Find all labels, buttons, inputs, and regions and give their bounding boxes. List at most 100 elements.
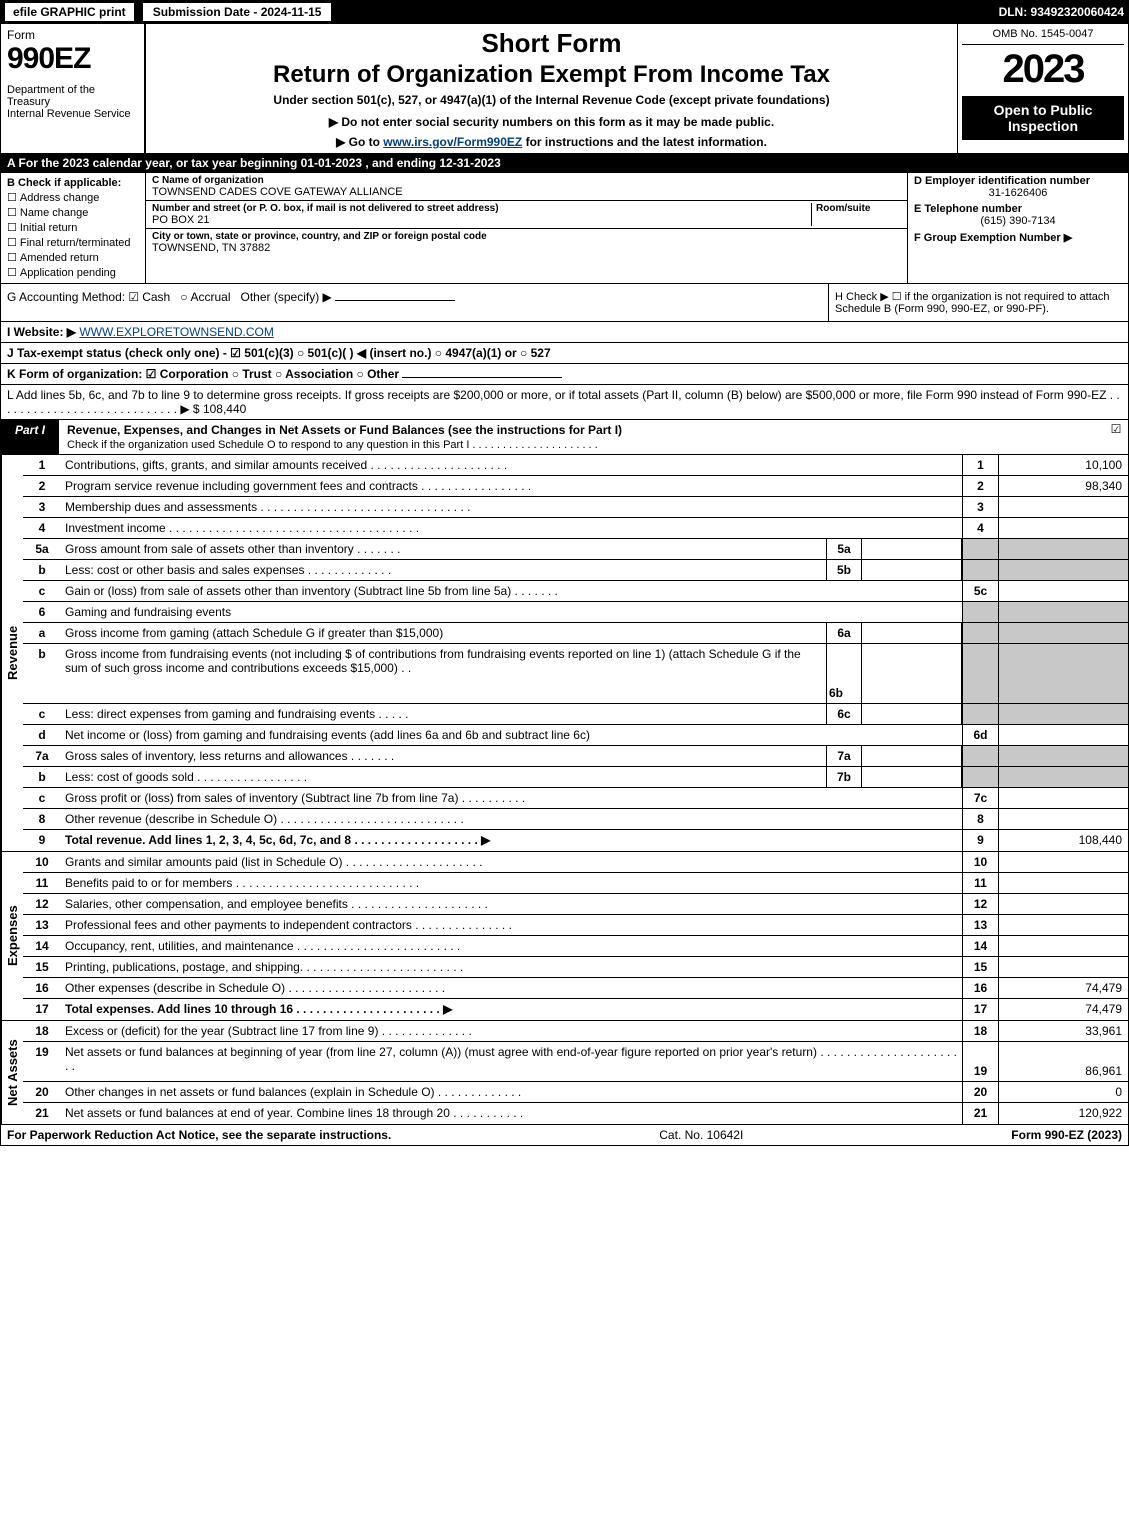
ein-label: D Employer identification number bbox=[914, 175, 1122, 187]
line-6b-ref bbox=[962, 644, 998, 703]
line-6-num: 6 bbox=[23, 602, 61, 622]
line-5a-val bbox=[998, 539, 1128, 559]
line-11-ref: 11 bbox=[962, 873, 998, 893]
line-4-num: 4 bbox=[23, 518, 61, 538]
line-7b-sub: 7b bbox=[826, 767, 862, 787]
line-7c-num: c bbox=[23, 788, 61, 808]
box-def: D Employer identification number 31-1626… bbox=[908, 173, 1128, 283]
line-5b-val bbox=[998, 560, 1128, 580]
checkbox-amended-return[interactable]: Amended return bbox=[7, 251, 139, 264]
tax-year: 2023 bbox=[962, 47, 1124, 92]
line-5b-desc: Less: cost or other basis and sales expe… bbox=[61, 560, 826, 580]
line-5c-desc: Gain or (loss) from sale of assets other… bbox=[61, 581, 962, 601]
line-9-num: 9 bbox=[23, 830, 61, 851]
line-15-val bbox=[998, 957, 1128, 977]
side-label-revenue: Revenue bbox=[1, 455, 23, 851]
checkbox-name-change[interactable]: Name change bbox=[7, 206, 139, 219]
line-15-num: 15 bbox=[23, 957, 61, 977]
line-20-desc: Other changes in net assets or fund bala… bbox=[61, 1082, 962, 1102]
subtitle-link-post: for instructions and the latest informat… bbox=[526, 135, 767, 149]
line-5b-subval bbox=[862, 560, 962, 580]
accounting-accrual[interactable]: Accrual bbox=[180, 290, 230, 304]
line-10-desc: Grants and similar amounts paid (list in… bbox=[61, 852, 962, 872]
omb-number: OMB No. 1545-0047 bbox=[962, 28, 1124, 45]
line-14-ref: 14 bbox=[962, 936, 998, 956]
checkbox-final-return[interactable]: Final return/terminated bbox=[7, 236, 139, 249]
line-6a-sub: 6a bbox=[826, 623, 862, 643]
title-short-form: Short Form bbox=[156, 28, 947, 59]
footer-form-ref: Form 990-EZ (2023) bbox=[1011, 1128, 1122, 1142]
line-13-num: 13 bbox=[23, 915, 61, 935]
line-18-desc: Excess or (deficit) for the year (Subtra… bbox=[61, 1021, 962, 1041]
footer-catalog: Cat. No. 10642I bbox=[391, 1128, 1011, 1142]
form-number: 990EZ bbox=[7, 42, 138, 76]
part1-title: Revenue, Expenses, and Changes in Net As… bbox=[67, 423, 622, 437]
line-6c-num: c bbox=[23, 704, 61, 724]
street-value: PO BOX 21 bbox=[152, 214, 811, 226]
website-label: I Website: ▶ bbox=[7, 325, 76, 339]
page-footer: For Paperwork Reduction Act Notice, see … bbox=[0, 1125, 1129, 1146]
row-l-gross-receipts: L Add lines 5b, 6c, and 7b to line 9 to … bbox=[0, 385, 1129, 420]
line-13-desc: Professional fees and other payments to … bbox=[61, 915, 962, 935]
line-21-val: 120,922 bbox=[998, 1103, 1128, 1124]
irs-link[interactable]: www.irs.gov/Form990EZ bbox=[383, 135, 522, 149]
line-19-num: 19 bbox=[23, 1042, 61, 1081]
line-18-num: 18 bbox=[23, 1021, 61, 1041]
line-16-desc: Other expenses (describe in Schedule O) … bbox=[61, 978, 962, 998]
grid-net-assets: Net Assets 18Excess or (deficit) for the… bbox=[0, 1021, 1129, 1125]
checkbox-application-pending[interactable]: Application pending bbox=[7, 266, 139, 279]
line-5a-desc: Gross amount from sale of assets other t… bbox=[61, 539, 826, 559]
line-8-ref: 8 bbox=[962, 809, 998, 829]
line-17-ref: 17 bbox=[962, 999, 998, 1020]
line-7c-desc: Gross profit or (loss) from sales of inv… bbox=[61, 788, 962, 808]
line-21-desc: Net assets or fund balances at end of ye… bbox=[61, 1103, 962, 1124]
line-6d-desc: Net income or (loss) from gaming and fun… bbox=[61, 725, 962, 745]
org-name-label: C Name of organization bbox=[152, 175, 901, 186]
subtitle-warning: ▶ Do not enter social security numbers o… bbox=[156, 115, 947, 129]
line-5c-num: c bbox=[23, 581, 61, 601]
form-header: Form 990EZ Department of the Treasury In… bbox=[0, 24, 1129, 154]
row-l-text: L Add lines 5b, 6c, and 7b to line 9 to … bbox=[7, 388, 1120, 416]
row-k-form-of-org: K Form of organization: ☑ Corporation ○ … bbox=[0, 364, 1129, 385]
side-label-expenses: Expenses bbox=[1, 852, 23, 1020]
line-7a-sub: 7a bbox=[826, 746, 862, 766]
accounting-method-label: G Accounting Method: bbox=[7, 290, 125, 304]
room-suite-label: Room/suite bbox=[816, 203, 901, 214]
city-label: City or town, state or province, country… bbox=[152, 231, 901, 242]
line-6d-val bbox=[998, 725, 1128, 745]
accounting-cash[interactable]: Cash bbox=[128, 290, 170, 304]
line-7a-num: 7a bbox=[23, 746, 61, 766]
line-2-num: 2 bbox=[23, 476, 61, 496]
line-11-desc: Benefits paid to or for members . . . . … bbox=[61, 873, 962, 893]
subtitle-link-pre: ▶ Go to bbox=[336, 135, 383, 149]
line-20-val: 0 bbox=[998, 1082, 1128, 1102]
line-16-num: 16 bbox=[23, 978, 61, 998]
line-7a-desc: Gross sales of inventory, less returns a… bbox=[61, 746, 826, 766]
box-b-header: B Check if applicable: bbox=[7, 177, 139, 189]
box-c-org-info: C Name of organization TOWNSEND CADES CO… bbox=[146, 173, 908, 283]
row-j-tax-exempt-status: J Tax-exempt status (check only one) - ☑… bbox=[0, 343, 1129, 364]
checkbox-initial-return[interactable]: Initial return bbox=[7, 221, 139, 234]
line-8-num: 8 bbox=[23, 809, 61, 829]
line-17-val: 74,479 bbox=[998, 999, 1128, 1020]
footer-left: For Paperwork Reduction Act Notice, see … bbox=[7, 1128, 391, 1142]
subtitle-link-row: ▶ Go to www.irs.gov/Form990EZ for instru… bbox=[156, 135, 947, 149]
part1-checkbox[interactable]: ☑ bbox=[1104, 420, 1128, 454]
line-6a-subval bbox=[862, 623, 962, 643]
line-7c-ref: 7c bbox=[962, 788, 998, 808]
line-15-ref: 15 bbox=[962, 957, 998, 977]
line-12-ref: 12 bbox=[962, 894, 998, 914]
website-link[interactable]: WWW.EXPLORETOWNSEND.COM bbox=[79, 325, 273, 339]
accounting-other[interactable]: Other (specify) ▶ bbox=[241, 290, 332, 304]
line-21-num: 21 bbox=[23, 1103, 61, 1124]
row-l-amount: 108,440 bbox=[203, 402, 246, 416]
line-19-ref: 19 bbox=[962, 1042, 998, 1081]
line-6b-num: b bbox=[23, 644, 61, 703]
checkbox-address-change[interactable]: Address change bbox=[7, 191, 139, 204]
line-6a-val bbox=[998, 623, 1128, 643]
line-10-val bbox=[998, 852, 1128, 872]
efile-print-button[interactable]: efile GRAPHIC print bbox=[5, 3, 134, 21]
line-6d-ref: 6d bbox=[962, 725, 998, 745]
line-11-num: 11 bbox=[23, 873, 61, 893]
part1-header: Part I Revenue, Expenses, and Changes in… bbox=[0, 420, 1129, 455]
